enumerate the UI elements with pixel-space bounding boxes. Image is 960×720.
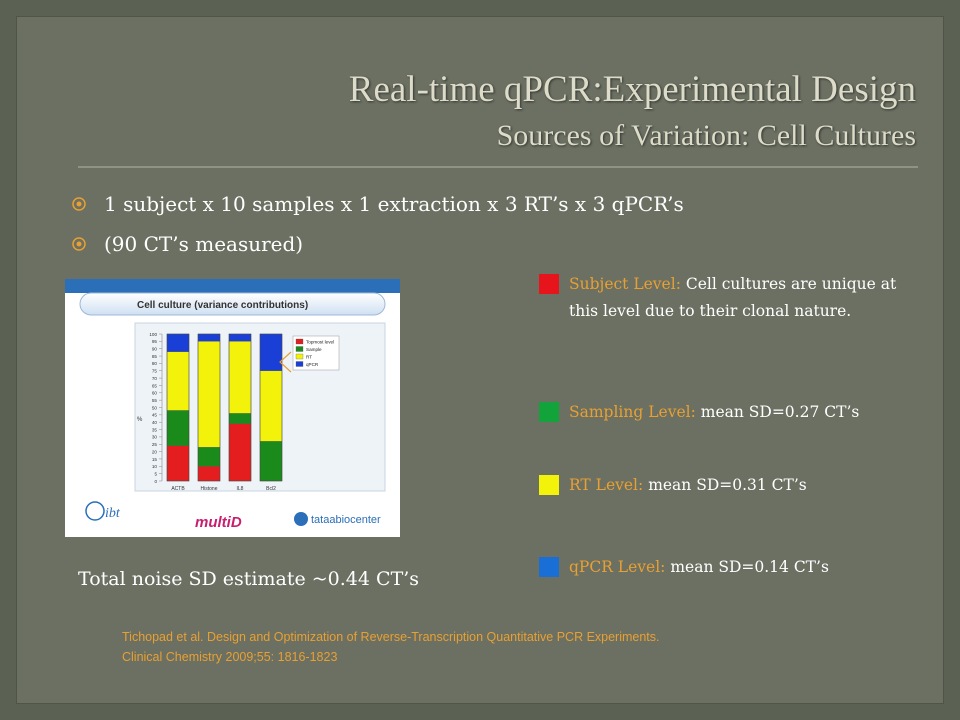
- y-tick-label: 65: [152, 383, 158, 388]
- chart-legend-label: RT: [306, 355, 312, 360]
- legend-swatch: [539, 402, 559, 422]
- chart-image: Cell culture (variance contributions) % …: [65, 279, 400, 537]
- y-tick-label: 80: [152, 361, 158, 366]
- bar-segment: [166, 410, 190, 446]
- noise-estimate: Total noise SD estimate ~0.44 CT’s: [78, 568, 420, 590]
- chart-legend-swatch: [295, 353, 304, 360]
- legend-text: mean SD=0.27 CT’s: [700, 403, 860, 421]
- y-tick-label: 15: [152, 457, 158, 462]
- bar-segment: [197, 447, 221, 467]
- chart-title-banner: [79, 292, 386, 316]
- bar-outline: [166, 333, 190, 482]
- bar-outline: [228, 333, 252, 482]
- citation: Tichopad et al. Design and Optimization …: [122, 627, 882, 667]
- legend-label: Sampling Level:: [569, 403, 696, 421]
- bar-outline: [259, 333, 283, 482]
- legend-text: Cell cultures are unique at this level d…: [569, 275, 897, 320]
- chart-title: Cell culture (variance contributions): [137, 300, 308, 311]
- y-tick-label: 0: [154, 479, 157, 484]
- chart-legend-label: qPCR: [306, 362, 319, 367]
- bar-segment: [166, 351, 190, 411]
- y-tick-label: 100: [149, 332, 157, 337]
- x-tick-label: ACTB: [171, 486, 185, 492]
- y-tick-label: 85: [152, 354, 158, 359]
- y-tick-label: 40: [152, 420, 158, 425]
- chart-legend-swatch: [295, 346, 304, 352]
- chart-legend-label: Sample: [306, 347, 322, 352]
- bar-outline: [197, 333, 221, 482]
- y-axis-label: %: [137, 417, 143, 423]
- x-tick-label: IL8: [237, 486, 244, 492]
- y-tick-label: 75: [152, 369, 158, 374]
- y-tick-label: 90: [152, 347, 158, 352]
- chart-header-strip: [65, 279, 400, 293]
- citation-line-1: Tichopad et al. Design and Optimization …: [122, 630, 660, 644]
- variance-chart: Cell culture (variance contributions) % …: [65, 279, 400, 531]
- y-tick-label: 30: [152, 435, 158, 440]
- y-tick-label: 5: [154, 471, 157, 476]
- ibt-logo-text: ibt: [105, 506, 121, 521]
- x-tick-label: Histone: [201, 486, 218, 492]
- chart-legend-label: Topmost level: [306, 340, 334, 345]
- bar-segment: [197, 333, 221, 342]
- legend-swatch: [539, 557, 559, 577]
- bullet-circle-icon: [72, 236, 86, 251]
- y-tick-label: 50: [152, 405, 158, 410]
- chart-legend-swatch: [295, 338, 304, 345]
- slide-title: Real-time qPCR:Experimental Design: [348, 69, 916, 110]
- legend-swatch: [539, 274, 559, 294]
- legend-text: mean SD=0.14 CT’s: [670, 558, 829, 576]
- bar-segment: [259, 441, 283, 482]
- y-tick-label: 35: [152, 427, 158, 432]
- y-tick-label: 10: [152, 464, 158, 469]
- chart-legend-swatch: [295, 361, 304, 367]
- legend-label: RT Level:: [569, 476, 644, 494]
- slide: Real-time qPCR:Experimental Design Sourc…: [16, 16, 944, 704]
- bar-segment: [197, 466, 221, 482]
- y-tick-label: 60: [152, 391, 158, 396]
- y-tick-label: 95: [152, 339, 158, 344]
- bar-segment: [228, 413, 252, 424]
- y-tick-label: 25: [152, 442, 158, 447]
- bullet-circle-icon: [72, 196, 86, 211]
- bullet-2-text: (90 CT’s measured): [104, 232, 304, 256]
- citation-line-2: Clinical Chemistry 2009;55: 1816-1823: [122, 650, 338, 664]
- ibt-logo: ibt: [85, 501, 121, 521]
- bar-segment: [228, 341, 252, 414]
- y-tick-label: 55: [152, 398, 158, 403]
- legend-swatch: [539, 475, 559, 495]
- legend-text: mean SD=0.31 CT’s: [648, 476, 807, 494]
- bar-segment: [197, 341, 221, 448]
- bar-segment: [228, 333, 252, 342]
- legend-pointer: [279, 351, 292, 373]
- bar-segment: [228, 423, 252, 482]
- tataa-logo-text: tataabiocenter: [311, 514, 381, 526]
- legend-label: Subject Level:: [569, 275, 681, 293]
- slide-subtitle: Sources of Variation: Cell Cultures: [496, 119, 916, 152]
- x-tick-label: Bcl2: [266, 486, 276, 492]
- bullet-1-text: 1 subject x 10 samples x 1 extraction x …: [104, 192, 684, 216]
- bar-segment: [259, 370, 283, 442]
- bar-segment: [166, 333, 190, 352]
- y-tick-label: 70: [152, 376, 158, 381]
- bullet-2: (90 CT’s measured): [72, 232, 303, 256]
- multid-logo: multiD: [195, 514, 242, 531]
- tataa-logo: tataabiocenter: [294, 512, 381, 526]
- title-divider: [78, 166, 918, 168]
- bar-segment: [166, 445, 190, 482]
- y-tick-label: 20: [152, 449, 158, 454]
- bullet-1: 1 subject x 10 samples x 1 extraction x …: [72, 192, 684, 216]
- legend-label: qPCR Level:: [569, 558, 666, 576]
- y-tick-label: 45: [152, 413, 158, 418]
- bar-segment: [259, 333, 283, 371]
